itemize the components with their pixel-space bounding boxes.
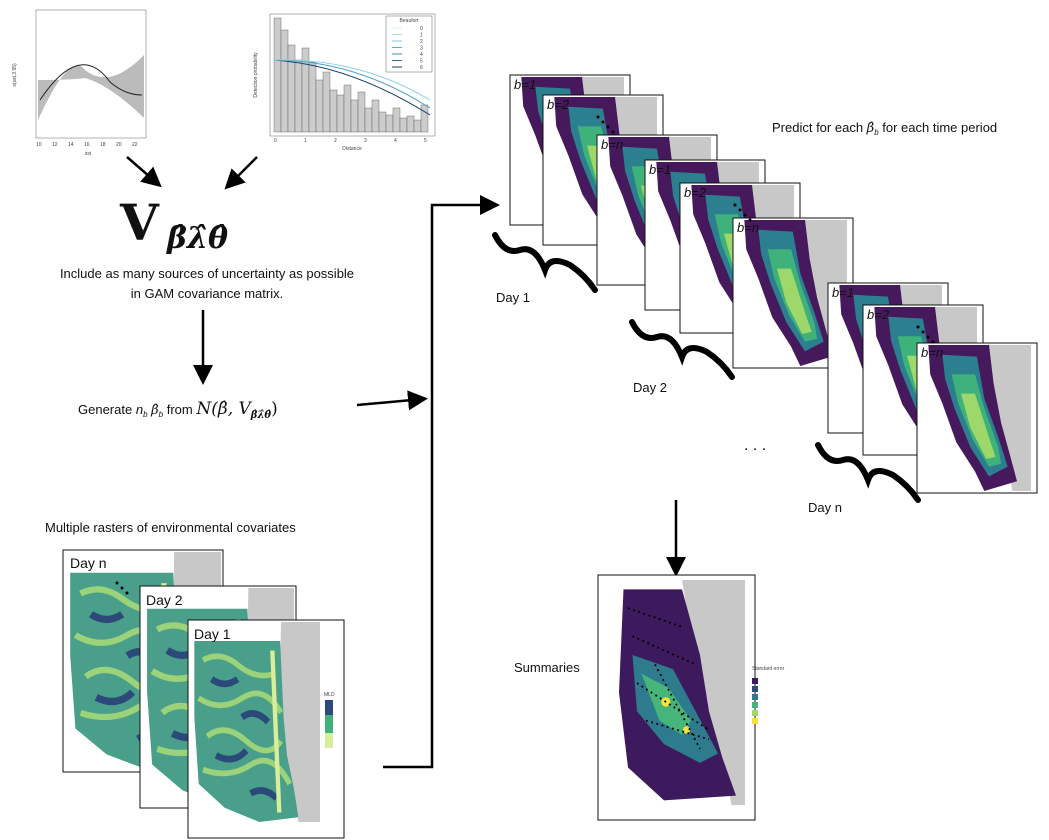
text: b [159, 410, 164, 419]
dot [597, 116, 600, 119]
dot [612, 131, 615, 134]
x-label: Distance [342, 146, 362, 152]
dot [744, 214, 747, 217]
legend-label: 6 [420, 65, 423, 71]
map-label: b=n [921, 345, 943, 360]
tick-label: 16 [84, 142, 90, 148]
dot [932, 341, 935, 344]
map-label: b=2 [684, 185, 707, 200]
generate-text: Generate nb β̂b from N(β̂, Vβ̂λ̂θ̂) [78, 399, 278, 421]
map-label: b=n [737, 220, 759, 235]
diagram: 10 12 14 16 18 20 22 sst s(sst,3.95) Bea… [0, 0, 1049, 840]
day-label: Day n [808, 500, 842, 515]
text: β̂ [150, 403, 159, 418]
matrix-symbol: V [119, 193, 160, 252]
dot [749, 219, 752, 222]
summary-map: Standard error [598, 575, 785, 820]
legend-title: Standard error [752, 666, 785, 672]
legend-label: 2 [420, 39, 423, 45]
dot [922, 331, 925, 334]
legend-label: 3 [420, 46, 423, 52]
smooth-plot: 10 12 14 16 18 20 22 sst s(sst,3.95) [12, 10, 146, 157]
text: from [167, 402, 193, 417]
map-label: b=n [601, 137, 623, 152]
tick-label: 5 [424, 138, 427, 144]
panel-label: Day 1 [194, 626, 231, 642]
dot [927, 336, 930, 339]
text: Predict for each [772, 120, 863, 135]
y-label: Detection probability [253, 52, 259, 98]
arrow [228, 157, 257, 186]
day-label: Day 2 [633, 380, 667, 395]
text: β̂λ̂θ̂ [250, 410, 272, 421]
text: N(β̂, V [195, 399, 252, 419]
legend-label: 4 [420, 52, 423, 58]
dot [917, 326, 920, 329]
legend-title: MLD [324, 692, 335, 698]
map-label: b=2 [547, 97, 570, 112]
tick-label: 3 [364, 138, 367, 144]
text: ) [271, 399, 278, 419]
dot [607, 126, 610, 129]
panel-label: Day 2 [146, 592, 183, 608]
matrix-subscript: β̂λ̂θ̂ [166, 221, 228, 256]
text: Generate [78, 402, 132, 417]
ellipsis: . . . [744, 437, 766, 454]
tick-label: 14 [68, 142, 74, 148]
map-label: b=2 [867, 307, 890, 322]
arrow [383, 205, 495, 767]
panel-label: Day n [70, 555, 107, 571]
legend-title: Beaufort [400, 18, 420, 24]
text: b [874, 128, 879, 137]
tick-label: 10 [36, 142, 42, 148]
dot [739, 209, 742, 212]
y-label: s(sst,3.95) [12, 63, 18, 87]
legend-label: 1 [420, 33, 423, 39]
tick-label: 1 [304, 138, 307, 144]
tick-label: 20 [116, 142, 122, 148]
caption: Include as many sources of uncertainty a… [60, 266, 354, 281]
text: for each time period [882, 120, 997, 135]
dot [602, 121, 605, 124]
legend-label: 0 [420, 26, 423, 32]
legend-label: 5 [420, 59, 423, 65]
caption: in GAM covariance matrix. [131, 286, 283, 301]
tick-label: 12 [52, 142, 58, 148]
predict-text: Predict for each β̂b for each time perio… [772, 120, 997, 138]
tick-label: 18 [100, 142, 106, 148]
dot [734, 204, 737, 207]
day-label: Day 1 [496, 290, 530, 305]
x-label: sst [85, 151, 92, 157]
map-label: b=1 [514, 77, 536, 92]
tick-label: 2 [334, 138, 337, 144]
map-label: b=1 [832, 285, 854, 300]
tick-label: 22 [132, 142, 138, 148]
raster-panels: MLD Day n Day 2 Day 1 [63, 550, 344, 838]
text: β̂ [866, 121, 875, 136]
tick-label: 4 [394, 138, 397, 144]
arrow [357, 399, 423, 405]
raster-title: Multiple rasters of environmental covari… [45, 520, 296, 535]
map-label: b=1 [649, 162, 671, 177]
tick-label: 0 [274, 138, 277, 144]
text: b [143, 410, 148, 419]
text: n [136, 402, 143, 417]
summaries-label: Summaries [514, 660, 580, 675]
arrow [127, 157, 158, 184]
